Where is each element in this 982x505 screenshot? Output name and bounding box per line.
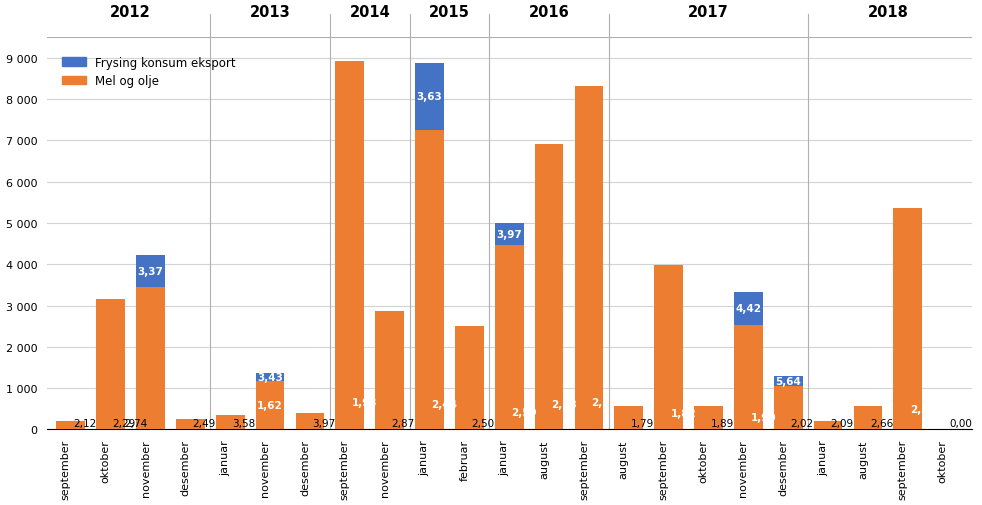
Text: 2,02: 2,02 [791,419,813,428]
Bar [415,131,444,430]
Text: 1,62: 1,62 [257,400,283,410]
Bar [176,419,204,430]
Text: 2,50: 2,50 [471,419,495,428]
Text: 0,00: 0,00 [950,419,972,428]
Bar [735,325,763,430]
Text: 2,54: 2,54 [591,397,617,407]
Text: 2,59: 2,59 [512,407,537,417]
Bar [255,373,285,381]
Bar [415,64,444,131]
Bar [96,300,125,430]
Text: 2,74: 2,74 [125,419,148,428]
Bar [735,292,763,325]
Text: 5,64: 5,64 [776,376,801,386]
Text: 2,44: 2,44 [431,399,458,409]
Text: 2,73: 2,73 [551,399,577,410]
Text: 2012: 2012 [110,6,151,20]
Text: 2017: 2017 [688,6,729,20]
Text: 1,82: 1,82 [671,408,696,418]
Bar [57,421,85,430]
Bar [853,406,883,430]
Text: 2016: 2016 [528,6,570,20]
Bar [774,376,802,386]
Text: 2,12: 2,12 [73,419,96,428]
Text: 2014: 2014 [350,6,390,20]
Text: 1,79: 1,79 [630,419,654,428]
Text: 2018: 2018 [867,6,908,20]
Bar [814,421,843,430]
Text: 3,58: 3,58 [233,419,255,428]
Text: 3,37: 3,37 [137,266,163,276]
Bar [296,413,324,430]
Text: 1,90: 1,90 [750,413,776,422]
Bar [894,209,922,430]
Bar [654,266,683,430]
Text: 2,29: 2,29 [113,419,136,428]
Bar [136,287,165,430]
Text: 2,49: 2,49 [192,419,216,428]
Bar [255,381,285,430]
Text: 1,89: 1,89 [711,419,734,428]
Bar [615,406,643,430]
Bar [495,246,523,430]
Text: 2,72: 2,72 [910,404,936,414]
Text: 2015: 2015 [429,6,470,20]
Bar [216,415,245,430]
Text: 3,63: 3,63 [416,92,443,102]
Bar [574,87,603,430]
Text: 2,66: 2,66 [870,419,894,428]
Text: 3,97: 3,97 [496,230,522,240]
Bar [455,327,484,430]
Bar [535,144,564,430]
Bar [336,62,364,430]
Bar [495,224,523,246]
Legend: Frysing konsum eksport, Mel og olje: Frysing konsum eksport, Mel og olje [57,52,241,93]
Bar [694,406,723,430]
Text: 2,87: 2,87 [392,419,415,428]
Text: 3,97: 3,97 [312,419,335,428]
Text: 4,42: 4,42 [736,304,761,314]
Bar [774,386,802,430]
Text: 2013: 2013 [249,6,291,20]
Bar [375,311,404,430]
Text: 1,93: 1,93 [352,397,377,407]
Text: 2,09: 2,09 [830,419,853,428]
Bar [136,255,165,287]
Text: 3,43: 3,43 [257,372,283,382]
